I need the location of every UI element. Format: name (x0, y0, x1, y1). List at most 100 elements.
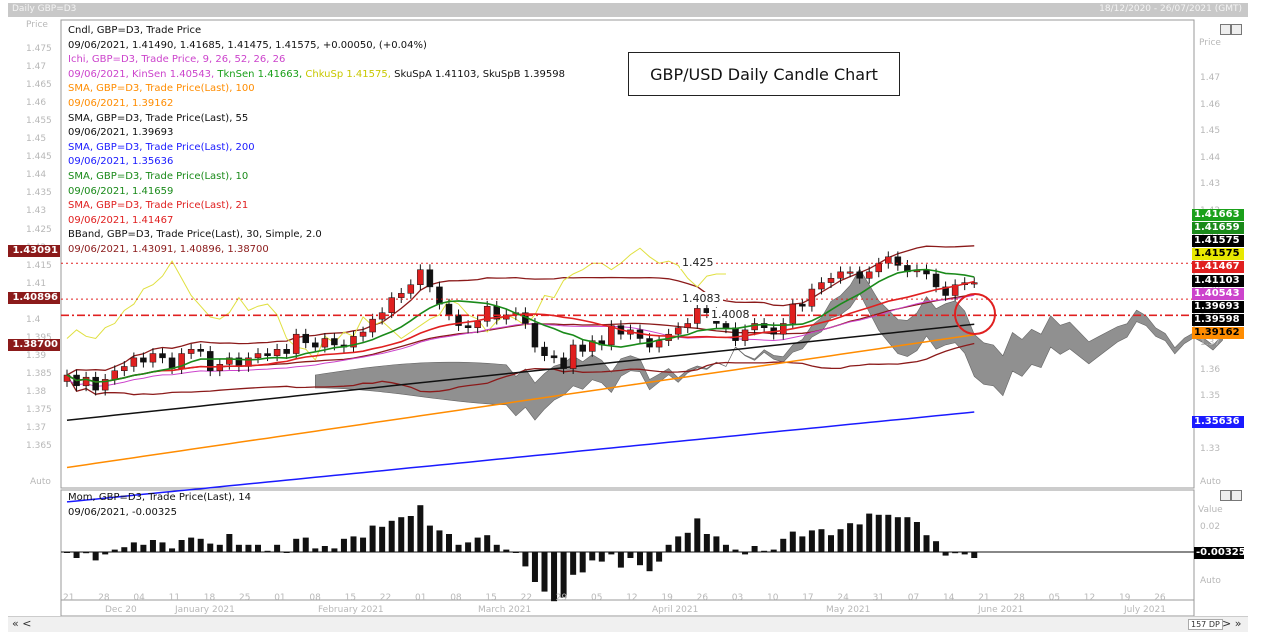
momentum-bar (302, 537, 309, 552)
legend-line: SMA, GBP=D3, Trade Price(Last), 100 (68, 83, 255, 95)
left-axis-tick: 1.47 (26, 62, 47, 73)
momentum-bar (570, 552, 577, 575)
left-axis-tick: 1.435 (26, 188, 52, 199)
momentum-bar (92, 552, 99, 561)
momentum-bar (933, 541, 940, 552)
momentum-bar (522, 552, 529, 567)
momentum-bar (617, 552, 624, 568)
candle-body (722, 323, 730, 329)
value-label: Value (1198, 505, 1223, 515)
right-axis-tick: 1.44 (1200, 152, 1221, 163)
x-day-label: 31 (872, 593, 885, 603)
candle-body (674, 327, 682, 335)
candle-body (187, 349, 195, 354)
candle-body (331, 338, 338, 346)
momentum-bar (828, 535, 834, 552)
x-day-label: 17 (802, 593, 814, 603)
momentum-bar (188, 537, 195, 552)
left-axis-tick: 1.4 (26, 314, 41, 325)
momentum-bar (73, 552, 80, 558)
date-range: 18/12/2020 - 26/07/2021 (GMT) (1099, 4, 1242, 14)
momentum-bar (713, 536, 720, 552)
x-day-label: 04 (133, 593, 145, 603)
left-axis-tick: 1.38 (26, 386, 47, 397)
left-axis-tick: 1.395 (26, 332, 52, 343)
candle-body (254, 353, 262, 359)
candle-body (942, 286, 949, 296)
ichimoku-values-line: 09/06/2021, KinSen 1.40543, TknSen 1.416… (68, 68, 565, 83)
x-day-label: 21 (63, 593, 75, 603)
right-axis-tick: 1.33 (1200, 444, 1221, 454)
momentum-legend: Mom, GBP=D3, Trade Price(Last), 14 09/06… (68, 491, 251, 520)
momentum-bar (312, 548, 319, 552)
legend-line: 09/06/2021, 1.41467 (68, 214, 174, 226)
candle-body (808, 288, 816, 307)
right-axis-tick: 1.36 (1200, 364, 1221, 375)
candle-body (483, 306, 491, 322)
x-day-label: 29 (555, 593, 568, 603)
candle-body (865, 271, 873, 279)
momentum-bar (235, 544, 242, 552)
left-auto-label: Auto (30, 477, 51, 487)
restore-momentum-pane-button[interactable] (1220, 490, 1231, 501)
candle-body (875, 263, 882, 273)
momentum-bar (321, 546, 328, 552)
momentum-bar (598, 552, 605, 562)
right-price-badge: 1.41467 (1192, 261, 1244, 274)
candle-body (760, 323, 768, 329)
momentum-bar (694, 518, 701, 552)
scroll-right-button[interactable]: > » (1222, 617, 1242, 630)
candle-body (273, 349, 281, 356)
left-axis-tick: 1.43 (26, 206, 47, 217)
momentum-bar (665, 544, 672, 552)
close-pane-button[interactable] (1231, 24, 1242, 35)
x-day-label: 24 (837, 593, 849, 603)
legend-line: 09/06/2021, 1.41659 (68, 185, 174, 197)
momentum-bar (808, 530, 815, 552)
momentum-bar (722, 544, 729, 552)
momentum-bar (255, 544, 261, 552)
momentum-bar (417, 505, 424, 552)
candle-body (655, 340, 663, 348)
candle-body (541, 346, 548, 356)
x-day-label: 01 (274, 593, 286, 603)
window-title-bar: Daily GBP=D3 18/12/2020 - 26/07/2021 (GM… (8, 3, 1248, 17)
left-axis-tick: 1.475 (26, 44, 52, 54)
candle-body (168, 357, 176, 369)
candle-body (799, 303, 806, 307)
candle-body (531, 323, 539, 348)
x-day-label: 15 (344, 593, 357, 603)
close-momentum-pane-button[interactable] (1231, 490, 1242, 501)
candle-body (197, 349, 204, 352)
momentum-axis-tick: 0.02 (1200, 522, 1221, 532)
candle-body (837, 271, 844, 279)
candle-body (608, 325, 615, 346)
level-label: 1.425 (680, 256, 716, 270)
restore-pane-button[interactable] (1220, 24, 1231, 35)
left-axis-tick: 1.465 (26, 80, 52, 91)
legend-line: 09/06/2021, 1.35636 (68, 156, 174, 168)
candle-body (589, 340, 596, 352)
x-day-label: 18 (203, 593, 216, 603)
x-day-label: 12 (1083, 593, 1096, 603)
left-axis-tick: 1.455 (26, 116, 52, 127)
momentum-bar (493, 544, 500, 552)
momentum-bar (627, 552, 634, 558)
scroll-left-button[interactable]: « < (12, 617, 32, 630)
momentum-bar (369, 525, 376, 552)
x-month-label: February 2021 (318, 605, 384, 615)
momentum-bar (360, 537, 367, 552)
legend-line: SMA, GBP=D3, Trade Price(Last), 55 (68, 112, 249, 124)
x-day-label: 19 (661, 593, 673, 603)
momentum-bar (904, 517, 911, 552)
left-axis-tick: 1.415 (26, 260, 52, 271)
x-month-label: April 2021 (652, 605, 699, 615)
data-points-indicator[interactable]: 157 DP (1188, 619, 1223, 630)
right-auto-label: Auto (1200, 477, 1221, 487)
candle-body (951, 284, 959, 296)
right-axis-tick: 1.35 (1200, 391, 1221, 401)
chart-title-box: GBP/USD Daily Candle Chart (628, 52, 900, 96)
legend-line: SMA, GBP=D3, Trade Price(Last), 21 (68, 200, 249, 212)
momentum-bar (770, 549, 777, 552)
candle-body (445, 303, 453, 316)
